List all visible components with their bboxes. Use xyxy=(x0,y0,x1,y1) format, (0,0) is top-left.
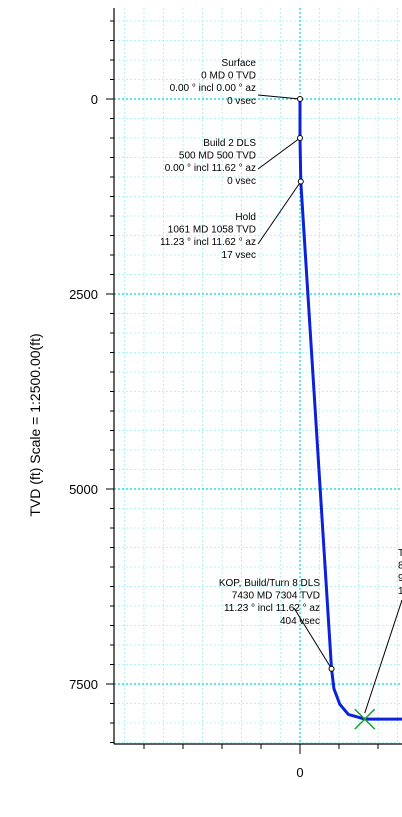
station-annotation-line: 0 MD 0 TVD xyxy=(201,71,256,82)
plot-frame xyxy=(113,8,402,745)
station-annotation-line: Hold xyxy=(235,212,256,223)
x-tick-label: 0 xyxy=(296,765,303,780)
y-axis-title: TVD (ft) Scale = 1:2500.00(ft) xyxy=(27,333,43,516)
station-annotation-line: KOP, Build/Turn 8 DLS xyxy=(219,578,320,589)
series-group xyxy=(298,97,402,721)
station-point xyxy=(297,135,303,141)
minor-grid xyxy=(114,8,402,744)
y-tick-label: 0 xyxy=(91,92,98,107)
major-grid xyxy=(114,8,402,744)
well-path-line xyxy=(298,97,402,721)
station-point xyxy=(297,178,304,185)
target-annotation-line: 9 xyxy=(398,573,402,584)
station-markers xyxy=(297,96,376,730)
target-annotation-line: 8 xyxy=(398,561,402,572)
station-annotation-line: 11.23 ° incl 11.62 ° az xyxy=(224,603,320,614)
station-annotation-line: 0 vsec xyxy=(227,176,256,187)
annotation-leaders xyxy=(257,94,402,714)
target-annotation-line: T xyxy=(398,548,402,559)
station-point xyxy=(297,96,303,102)
target-leader-line xyxy=(364,599,402,714)
station-annotation-line: Surface xyxy=(222,58,257,69)
station-leader-line xyxy=(293,607,332,669)
station-annotation-line: 17 vsec xyxy=(222,250,256,261)
y-tick-label: 2500 xyxy=(69,287,98,302)
station-annotation-line: 7430 MD 7304 TVD xyxy=(232,591,320,602)
y-tick-label: 5000 xyxy=(69,482,98,497)
station-annotation-line: 0.00 ° incl 11.62 ° az xyxy=(165,163,256,174)
axis-ticks xyxy=(106,20,379,754)
station-annotation-line: 500 MD 500 TVD xyxy=(179,151,256,162)
y-tick-label: 7500 xyxy=(69,677,98,692)
station-annotation-line: Build 2 DLS xyxy=(203,138,256,149)
tick-labels: 0 2500 5000 7500 0 xyxy=(69,92,304,780)
station-annotation-line: 0.00 ° incl 0.00 ° az xyxy=(170,83,256,94)
station-annotation-line: 0 vsec xyxy=(227,96,256,107)
station-leader-line xyxy=(257,94,301,100)
station-annotation-line: 404 vsec xyxy=(280,616,320,627)
station-point xyxy=(328,665,335,672)
station-annotation-line: 11.23 ° incl 11.62 ° az xyxy=(160,237,256,248)
station-leader-line xyxy=(257,181,302,245)
target-marker-stroke xyxy=(354,708,376,730)
target-annotation-line: 1 xyxy=(398,586,402,597)
station-annotation-line: 1061 MD 1058 TVD xyxy=(168,225,256,236)
station-leader-line xyxy=(257,137,301,170)
